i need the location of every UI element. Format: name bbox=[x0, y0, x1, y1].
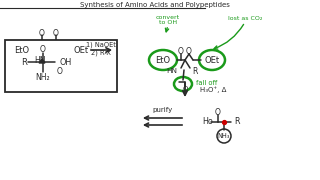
Text: 1) NaOEt: 1) NaOEt bbox=[86, 42, 116, 48]
Text: lost as CO₂: lost as CO₂ bbox=[228, 15, 262, 21]
FancyBboxPatch shape bbox=[5, 40, 117, 92]
Text: OH: OH bbox=[59, 57, 71, 66]
Text: O: O bbox=[182, 86, 188, 92]
Text: H₃O⁺, Δ: H₃O⁺, Δ bbox=[200, 87, 226, 93]
Text: purify: purify bbox=[153, 107, 173, 113]
Text: NH₃: NH₃ bbox=[218, 133, 230, 139]
Text: R: R bbox=[192, 66, 197, 75]
Text: O: O bbox=[40, 44, 46, 53]
Text: O: O bbox=[178, 46, 184, 55]
Text: OEt: OEt bbox=[204, 55, 220, 64]
Text: EtO: EtO bbox=[156, 55, 171, 64]
Text: O: O bbox=[57, 66, 63, 75]
Text: OEt: OEt bbox=[74, 46, 89, 55]
Text: HN: HN bbox=[35, 55, 46, 64]
Text: 2) R-X: 2) R-X bbox=[91, 50, 111, 56]
Text: O: O bbox=[186, 46, 192, 55]
Text: R: R bbox=[234, 118, 239, 127]
Text: O: O bbox=[215, 107, 221, 116]
Text: to OH: to OH bbox=[159, 19, 177, 24]
Polygon shape bbox=[39, 59, 45, 63]
Text: HN: HN bbox=[166, 68, 177, 74]
Text: NH₂: NH₂ bbox=[36, 73, 50, 82]
Text: convert: convert bbox=[156, 15, 180, 19]
Text: Ho: Ho bbox=[202, 118, 213, 127]
Text: R: R bbox=[21, 57, 27, 66]
Text: Synthesis of Amino Acids and Polypeptides: Synthesis of Amino Acids and Polypeptide… bbox=[80, 2, 230, 8]
Text: fall off: fall off bbox=[196, 80, 217, 86]
Text: O: O bbox=[39, 28, 45, 37]
Text: EtO: EtO bbox=[14, 46, 29, 55]
Text: O: O bbox=[53, 28, 59, 37]
